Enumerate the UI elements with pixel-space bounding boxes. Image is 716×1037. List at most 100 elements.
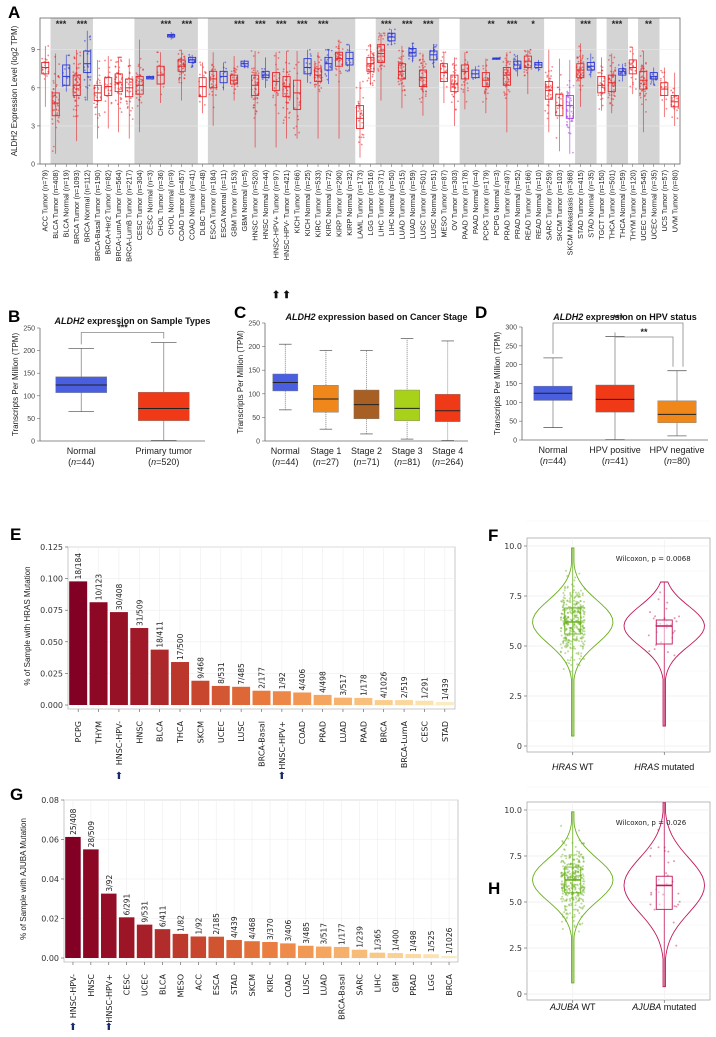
box <box>618 68 627 76</box>
data-point <box>378 32 381 35</box>
data-point <box>462 88 465 91</box>
data-point <box>566 623 569 626</box>
data-point <box>565 661 568 664</box>
panel-label-g: G <box>10 785 23 804</box>
data-point <box>578 896 581 899</box>
data-point <box>126 102 128 105</box>
data-point <box>566 600 569 603</box>
bar-value-label: 8/531 <box>217 662 226 684</box>
data-point <box>667 850 670 853</box>
data-point <box>572 645 575 648</box>
data-point <box>562 596 565 599</box>
data-point <box>504 97 507 100</box>
data-point <box>570 640 573 643</box>
data-point <box>234 71 237 74</box>
data-point <box>199 94 202 96</box>
data-point <box>235 68 238 71</box>
data-point <box>583 587 586 590</box>
data-point <box>667 861 670 864</box>
bar-value-label: 7/485 <box>237 663 246 685</box>
data-point <box>560 600 563 603</box>
shade-band <box>239 18 251 164</box>
data-point <box>139 78 142 81</box>
x-category-label: HNSC <box>87 974 96 997</box>
data-point <box>576 57 579 60</box>
data-point <box>576 79 578 82</box>
box-tumor <box>544 49 554 133</box>
data-point <box>562 607 565 610</box>
data-point <box>672 99 674 102</box>
data-point <box>126 106 129 108</box>
data-point <box>578 67 581 70</box>
data-point <box>577 616 580 619</box>
data-point <box>324 48 327 51</box>
data-point <box>560 616 563 619</box>
data-point <box>256 70 259 73</box>
data-point <box>602 80 605 83</box>
data-point <box>648 650 651 653</box>
data-point <box>580 619 583 622</box>
gene-name: AJUBA <box>631 1002 661 1012</box>
data-point <box>569 862 572 865</box>
data-point <box>73 75 76 78</box>
data-point <box>256 78 259 81</box>
data-point <box>579 603 582 606</box>
data-point <box>373 79 376 82</box>
data-point <box>597 71 600 74</box>
data-point <box>289 111 291 114</box>
group-name: WT <box>579 1002 596 1012</box>
data-point <box>580 67 582 70</box>
data-point <box>583 643 586 646</box>
data-point <box>567 95 569 98</box>
data-point <box>52 145 55 148</box>
data-point <box>569 912 572 915</box>
data-point <box>560 884 563 887</box>
data-point <box>549 84 552 87</box>
data-point <box>72 71 75 74</box>
data-point <box>574 871 577 874</box>
data-point <box>568 639 571 642</box>
data-point <box>74 105 77 108</box>
box-group <box>137 342 190 441</box>
bar <box>415 700 434 705</box>
data-point <box>569 882 572 885</box>
data-point <box>507 78 510 81</box>
data-point <box>568 626 571 629</box>
x-category-label: PRAD Tumor (n=497) <box>502 170 511 240</box>
data-point <box>452 85 454 88</box>
box <box>51 92 60 117</box>
data-point <box>325 74 328 77</box>
n-value: =80) <box>672 456 690 466</box>
data-point <box>564 629 567 632</box>
data-point <box>566 641 569 644</box>
data-point <box>564 872 567 875</box>
x-category-label: Stage 2 <box>351 446 382 456</box>
paren: ( <box>313 457 316 467</box>
y-tick-label: 200 <box>505 362 517 369</box>
data-point <box>314 83 317 86</box>
data-point <box>397 80 400 83</box>
bar <box>333 946 350 958</box>
data-point <box>362 80 364 83</box>
data-point <box>565 638 568 641</box>
data-point <box>402 73 405 75</box>
data-point <box>578 874 581 877</box>
data-point <box>357 110 360 113</box>
data-point <box>550 75 552 77</box>
data-point <box>346 43 348 46</box>
data-point <box>565 627 568 630</box>
data-point <box>504 85 507 88</box>
data-point <box>98 79 101 82</box>
data-point <box>506 71 509 74</box>
data-point <box>614 66 617 69</box>
data-point <box>581 635 584 638</box>
data-point <box>575 614 578 617</box>
data-point <box>563 911 566 914</box>
bar-value-label: 3/406 <box>284 920 293 942</box>
box-normal <box>491 56 501 61</box>
data-point <box>665 607 668 610</box>
data-point <box>183 57 186 60</box>
x-category-label: BRCA-Basal Tumor (n=190) <box>93 170 102 261</box>
shade-band <box>260 18 272 164</box>
data-point <box>567 616 570 619</box>
